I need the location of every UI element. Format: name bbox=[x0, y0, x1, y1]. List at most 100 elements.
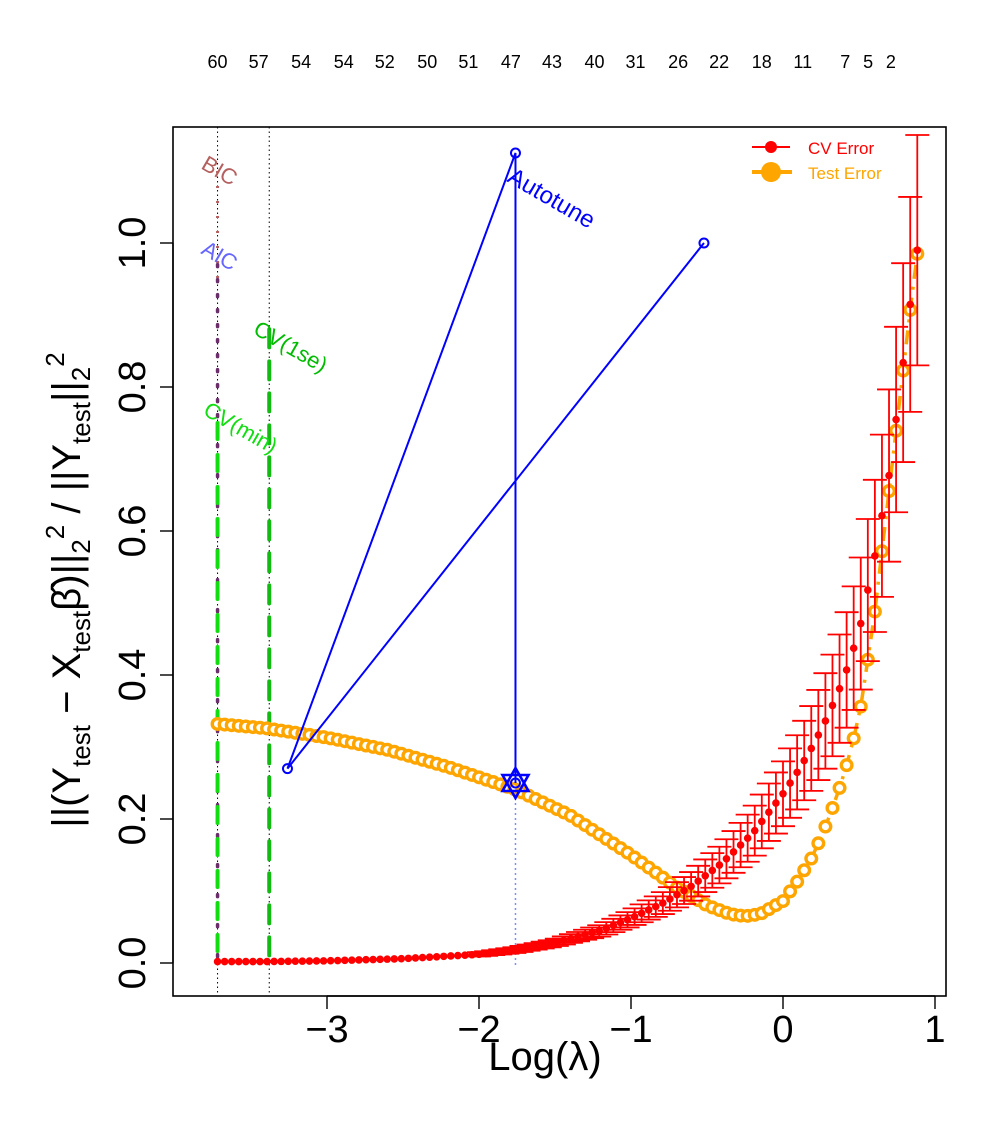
x-tick-label: −2 bbox=[457, 1009, 500, 1051]
test-error-point bbox=[825, 800, 840, 815]
autotune-point bbox=[509, 777, 521, 789]
cv-error-point bbox=[779, 790, 787, 798]
y-tick-label: 0.8 bbox=[112, 361, 154, 414]
autotune-point bbox=[281, 763, 293, 775]
cv-error-point bbox=[270, 957, 278, 966]
cv-error-point bbox=[637, 909, 646, 918]
cv-error-point bbox=[743, 834, 752, 842]
annotation-bic: BIC bbox=[198, 151, 242, 191]
cv-error-point bbox=[581, 930, 589, 939]
cv-error-point bbox=[885, 471, 893, 480]
cv-error-point bbox=[340, 956, 349, 965]
cv-error-point bbox=[630, 912, 639, 921]
test-error-point bbox=[804, 851, 819, 866]
cv-error-point bbox=[687, 882, 695, 891]
legend-test-marker bbox=[761, 162, 781, 182]
cv-error-point bbox=[729, 848, 738, 856]
cv-error-point bbox=[694, 877, 702, 885]
autotune-point bbox=[698, 237, 710, 249]
cv-error-point bbox=[793, 768, 801, 777]
cv-error-point bbox=[213, 957, 222, 966]
cv-error-point bbox=[312, 957, 321, 965]
cv-error-point bbox=[701, 871, 710, 880]
cv-error-point bbox=[644, 906, 653, 914]
test-error-point bbox=[832, 780, 847, 795]
top-axis-tick-label: 57 bbox=[249, 52, 269, 72]
cv-error-point bbox=[574, 932, 582, 941]
test-error-point bbox=[797, 863, 812, 878]
cv-error-point bbox=[291, 957, 300, 966]
legend: CV Error Test Error bbox=[752, 139, 882, 183]
cv-error-point bbox=[864, 586, 872, 594]
plot-frame bbox=[172, 126, 947, 997]
x-axis: −3 −2 −1 0 1 bbox=[305, 995, 946, 1051]
x-tick-label: 0 bbox=[772, 1009, 793, 1051]
cv-error-point bbox=[666, 895, 674, 903]
autotune-path bbox=[281, 147, 710, 801]
top-axis-tick-label: 31 bbox=[626, 52, 646, 72]
cv-error-point bbox=[772, 799, 780, 807]
autotune-point bbox=[509, 147, 521, 159]
top-axis-tick-label: 54 bbox=[334, 52, 354, 72]
top-axis-labels: 60 57 54 54 52 50 51 47 43 40 31 26 22 18 11 7 5 2 bbox=[208, 52, 896, 72]
top-axis-tick-label: 7 bbox=[840, 52, 850, 72]
cv-error-point bbox=[842, 666, 851, 674]
star-of-david-icon bbox=[500, 773, 531, 801]
top-axis-tick-label: 26 bbox=[668, 52, 688, 72]
cv-error-point bbox=[305, 957, 314, 965]
annotation-autotune: Autotune bbox=[503, 163, 600, 234]
cv-error-point bbox=[736, 841, 745, 849]
legend-test-label: Test Error bbox=[808, 164, 882, 183]
test-error-point bbox=[776, 894, 791, 909]
svg-text:||(Ytest − Xtestβ̂)||22 / ||Yt: ||(Ytest − Xtestβ̂)||22 / ||Ytest||22 bbox=[40, 352, 96, 827]
test-error-point bbox=[783, 884, 798, 899]
cv-error-point bbox=[227, 957, 236, 966]
cv-error-point bbox=[220, 957, 229, 966]
cv-error-point bbox=[828, 701, 837, 710]
cv-error-point bbox=[249, 957, 257, 966]
cv-error-point bbox=[892, 415, 900, 424]
top-axis-tick-label: 22 bbox=[709, 52, 729, 72]
top-axis-tick-label: 60 bbox=[208, 52, 228, 72]
cv-error-point bbox=[765, 808, 773, 817]
cv-error-point bbox=[595, 927, 604, 935]
cv-error-point bbox=[616, 918, 625, 927]
cv-error-point bbox=[786, 779, 794, 787]
cv-error-point bbox=[757, 817, 766, 826]
y-axis-label: ||(Ytest − Xtestβ̂)||22 / ||Ytest||22 bbox=[40, 352, 96, 827]
test-error-point bbox=[846, 731, 861, 746]
cv-error-point bbox=[277, 957, 285, 966]
test-error-point bbox=[790, 874, 805, 889]
cv-error-point bbox=[807, 744, 816, 753]
cv-error-point bbox=[404, 954, 413, 963]
y-tick-label: 0.0 bbox=[112, 937, 154, 990]
y-tick-label: 0.2 bbox=[112, 793, 154, 846]
cv-error-point bbox=[856, 619, 865, 628]
y-axis: 0.0 0.2 0.4 0.6 0.8 1.0 bbox=[112, 217, 174, 990]
cv-error-point bbox=[298, 957, 307, 965]
autotune-line bbox=[286, 242, 705, 770]
x-axis-label: Log(λ) bbox=[488, 1035, 601, 1079]
cv-error-point bbox=[708, 866, 717, 875]
cv-error-point bbox=[425, 953, 434, 961]
test-error-point bbox=[818, 819, 833, 834]
top-axis-tick-label: 40 bbox=[585, 52, 605, 72]
legend-cv-marker bbox=[765, 141, 777, 153]
cv-error-point bbox=[383, 955, 391, 963]
cv-error-point bbox=[362, 955, 370, 964]
annotation-cv1se: CV(1se) bbox=[250, 316, 332, 378]
cv-error-point bbox=[432, 952, 441, 961]
cv-error-series bbox=[213, 134, 930, 966]
cv-error-point bbox=[680, 886, 688, 895]
cv-error-point bbox=[454, 951, 462, 960]
cv-error-point bbox=[461, 951, 469, 959]
cv-error-point bbox=[319, 957, 328, 965]
top-axis-tick-label: 2 bbox=[886, 52, 896, 72]
reference-lines bbox=[215, 127, 517, 996]
legend-cv-label: CV Error bbox=[808, 139, 874, 158]
cv-error-point bbox=[722, 854, 731, 863]
cv-error-point bbox=[821, 717, 830, 725]
star-of-david-icon bbox=[500, 765, 531, 793]
